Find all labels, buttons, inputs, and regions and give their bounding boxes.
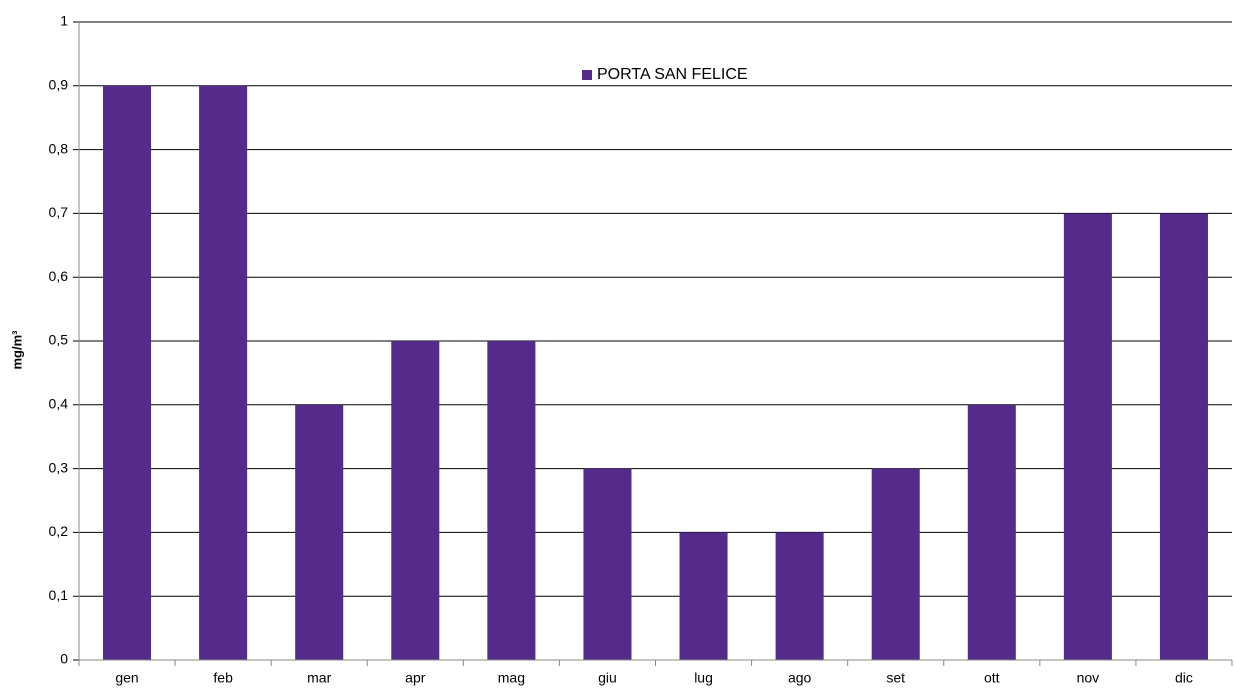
- y-tick-label: 0,7: [49, 204, 69, 220]
- x-tick-label: lug: [694, 670, 713, 686]
- x-tick-label: mar: [307, 670, 331, 686]
- legend-label: PORTA SAN FELICE: [597, 66, 748, 83]
- x-tick-label: dic: [1175, 670, 1193, 686]
- legend-swatch: [582, 70, 592, 80]
- x-tick-label: mag: [498, 670, 525, 686]
- y-tick-label: 0: [60, 651, 68, 667]
- y-tick-label: 0,6: [49, 268, 69, 284]
- bar: [1159, 213, 1208, 660]
- x-tick-label: apr: [405, 670, 426, 686]
- y-tick-label: 0,4: [49, 396, 69, 412]
- y-tick-label: 0,5: [49, 332, 69, 348]
- x-tick-label: ago: [788, 670, 812, 686]
- bar: [871, 468, 920, 660]
- bar: [583, 468, 632, 660]
- x-tick-label: feb: [213, 670, 233, 686]
- bar: [103, 85, 152, 661]
- y-tick-label: 0,2: [49, 523, 69, 539]
- bar: [679, 532, 728, 660]
- y-tick-label: 0,8: [49, 140, 69, 156]
- y-tick-label: 0,3: [49, 459, 69, 475]
- bar: [775, 532, 824, 660]
- bar: [199, 85, 248, 661]
- x-tick-label: set: [886, 670, 905, 686]
- bar: [487, 341, 536, 660]
- bar: [391, 341, 440, 660]
- y-axis-label: mg/m³: [9, 330, 24, 370]
- x-tick-label: giu: [598, 670, 617, 686]
- bar: [1063, 213, 1112, 660]
- bar: [967, 404, 1016, 660]
- y-tick-label: 1: [60, 13, 68, 29]
- y-tick-label: 0,1: [49, 587, 69, 603]
- x-tick-label: gen: [115, 670, 138, 686]
- y-tick-label: 0,9: [49, 77, 69, 93]
- bar: [295, 404, 344, 660]
- x-tick-label: ott: [984, 670, 1000, 686]
- x-tick-label: nov: [1077, 670, 1100, 686]
